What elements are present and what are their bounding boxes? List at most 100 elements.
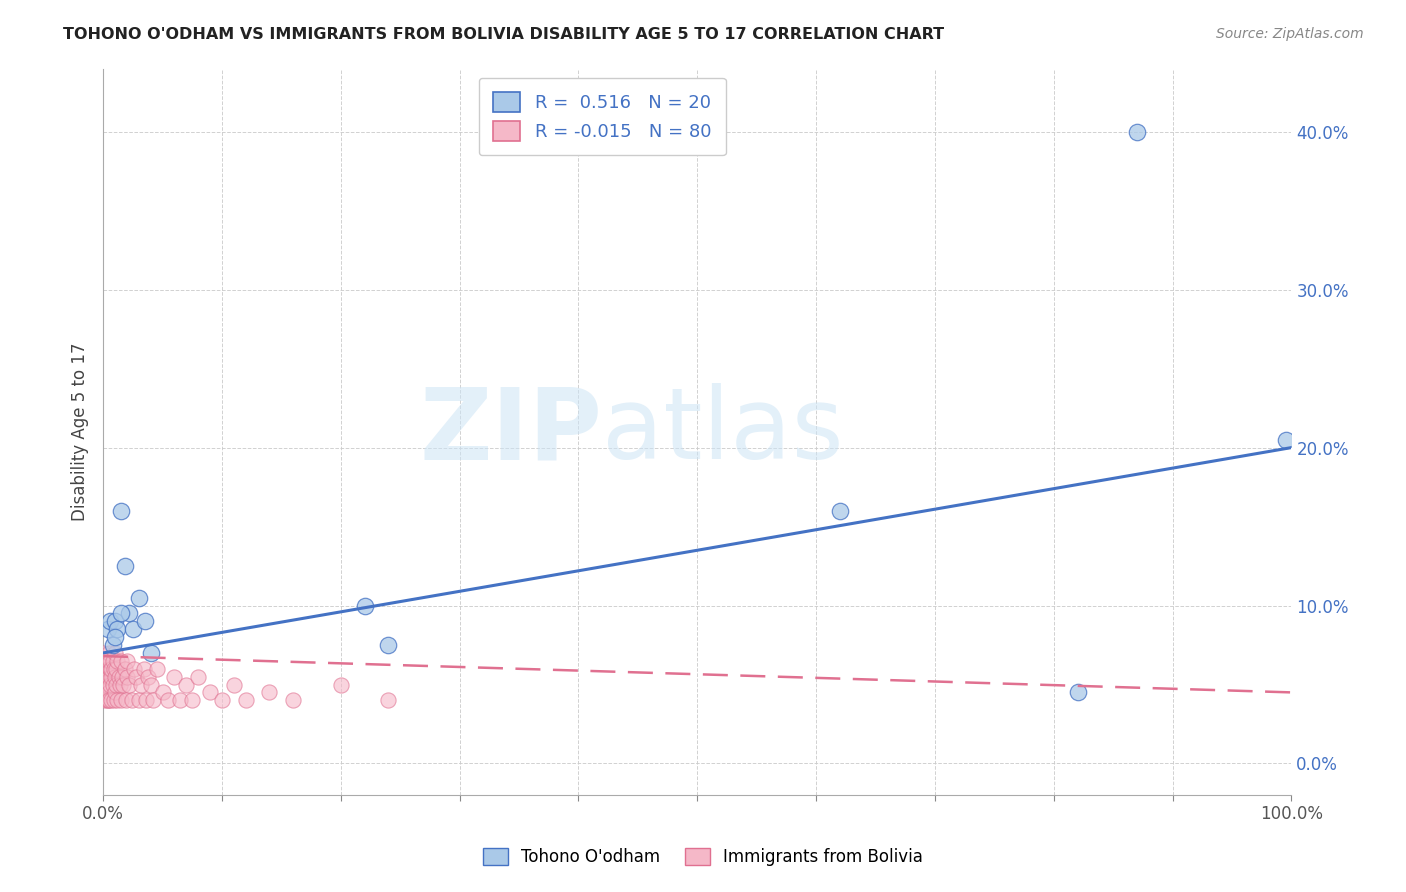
Point <box>98 685 121 699</box>
Point <box>104 630 127 644</box>
Point <box>96 693 118 707</box>
Point <box>110 504 132 518</box>
Point <box>107 670 129 684</box>
Point <box>122 662 145 676</box>
Point <box>142 693 165 707</box>
Legend: R =  0.516   N = 20, R = -0.015   N = 80: R = 0.516 N = 20, R = -0.015 N = 80 <box>479 78 725 155</box>
Point <box>98 670 121 684</box>
Point <box>97 622 120 636</box>
Point <box>259 685 281 699</box>
Point <box>98 646 121 660</box>
Point <box>94 670 117 684</box>
Point <box>128 693 150 707</box>
Point <box>118 677 141 691</box>
Text: Source: ZipAtlas.com: Source: ZipAtlas.com <box>1216 27 1364 41</box>
Point <box>94 685 117 699</box>
Point <box>222 677 245 691</box>
Point <box>110 693 132 707</box>
Point <box>93 693 115 707</box>
Text: ZIP: ZIP <box>419 384 602 480</box>
Point <box>101 654 124 668</box>
Point <box>157 693 180 707</box>
Point <box>103 693 125 707</box>
Point <box>97 662 120 676</box>
Point <box>235 693 257 707</box>
Point <box>93 670 115 684</box>
Point <box>104 685 127 699</box>
Point <box>91 662 114 676</box>
Point <box>98 677 121 691</box>
Legend: Tohono O'odham, Immigrants from Bolivia: Tohono O'odham, Immigrants from Bolivia <box>474 840 932 875</box>
Point <box>112 677 135 691</box>
Point <box>828 504 851 518</box>
Point <box>129 677 152 691</box>
Point <box>104 670 127 684</box>
Point <box>115 654 138 668</box>
Point <box>98 615 121 629</box>
Point <box>97 677 120 691</box>
Point <box>114 693 136 707</box>
Point <box>152 685 174 699</box>
Point <box>163 670 186 684</box>
Point <box>211 693 233 707</box>
Point <box>105 693 128 707</box>
Point <box>128 591 150 605</box>
Point <box>104 646 127 660</box>
Point <box>103 662 125 676</box>
Point <box>94 677 117 691</box>
Point <box>114 559 136 574</box>
Point <box>377 638 399 652</box>
Point <box>93 662 115 676</box>
Point <box>98 662 121 676</box>
Point <box>181 693 204 707</box>
Point <box>1126 125 1149 139</box>
Point <box>101 638 124 652</box>
Point <box>105 677 128 691</box>
Point <box>101 677 124 691</box>
Text: TOHONO O'ODHAM VS IMMIGRANTS FROM BOLIVIA DISABILITY AGE 5 TO 17 CORRELATION CHA: TOHONO O'ODHAM VS IMMIGRANTS FROM BOLIVI… <box>63 27 945 42</box>
Point <box>1274 433 1296 447</box>
Point <box>353 599 375 613</box>
Point <box>139 646 162 660</box>
Point <box>169 693 191 707</box>
Point <box>139 677 162 691</box>
Point <box>187 670 209 684</box>
Point <box>105 622 128 636</box>
Point <box>377 693 399 707</box>
Point <box>96 654 118 668</box>
Point <box>91 670 114 684</box>
Point <box>1066 685 1088 699</box>
Point <box>94 662 117 676</box>
Point <box>329 677 352 691</box>
Point <box>198 685 221 699</box>
Point <box>97 654 120 668</box>
Point <box>94 654 117 668</box>
Point <box>100 693 122 707</box>
Point <box>132 662 155 676</box>
Point <box>93 677 115 691</box>
Point <box>118 607 141 621</box>
Point <box>114 662 136 676</box>
Text: atlas: atlas <box>602 384 844 480</box>
Point <box>136 670 159 684</box>
Point <box>93 654 115 668</box>
Point <box>110 607 132 621</box>
Y-axis label: Disability Age 5 to 17: Disability Age 5 to 17 <box>72 343 89 521</box>
Point <box>121 693 143 707</box>
Point <box>100 662 122 676</box>
Point <box>104 615 127 629</box>
Point <box>91 646 114 660</box>
Point <box>110 654 132 668</box>
Point <box>145 662 167 676</box>
Point <box>98 654 121 668</box>
Point <box>96 662 118 676</box>
Point <box>105 662 128 676</box>
Point <box>176 677 198 691</box>
Point <box>283 693 305 707</box>
Point <box>108 677 131 691</box>
Point <box>134 615 156 629</box>
Point <box>97 693 120 707</box>
Point <box>125 670 148 684</box>
Point <box>96 670 118 684</box>
Point <box>98 693 121 707</box>
